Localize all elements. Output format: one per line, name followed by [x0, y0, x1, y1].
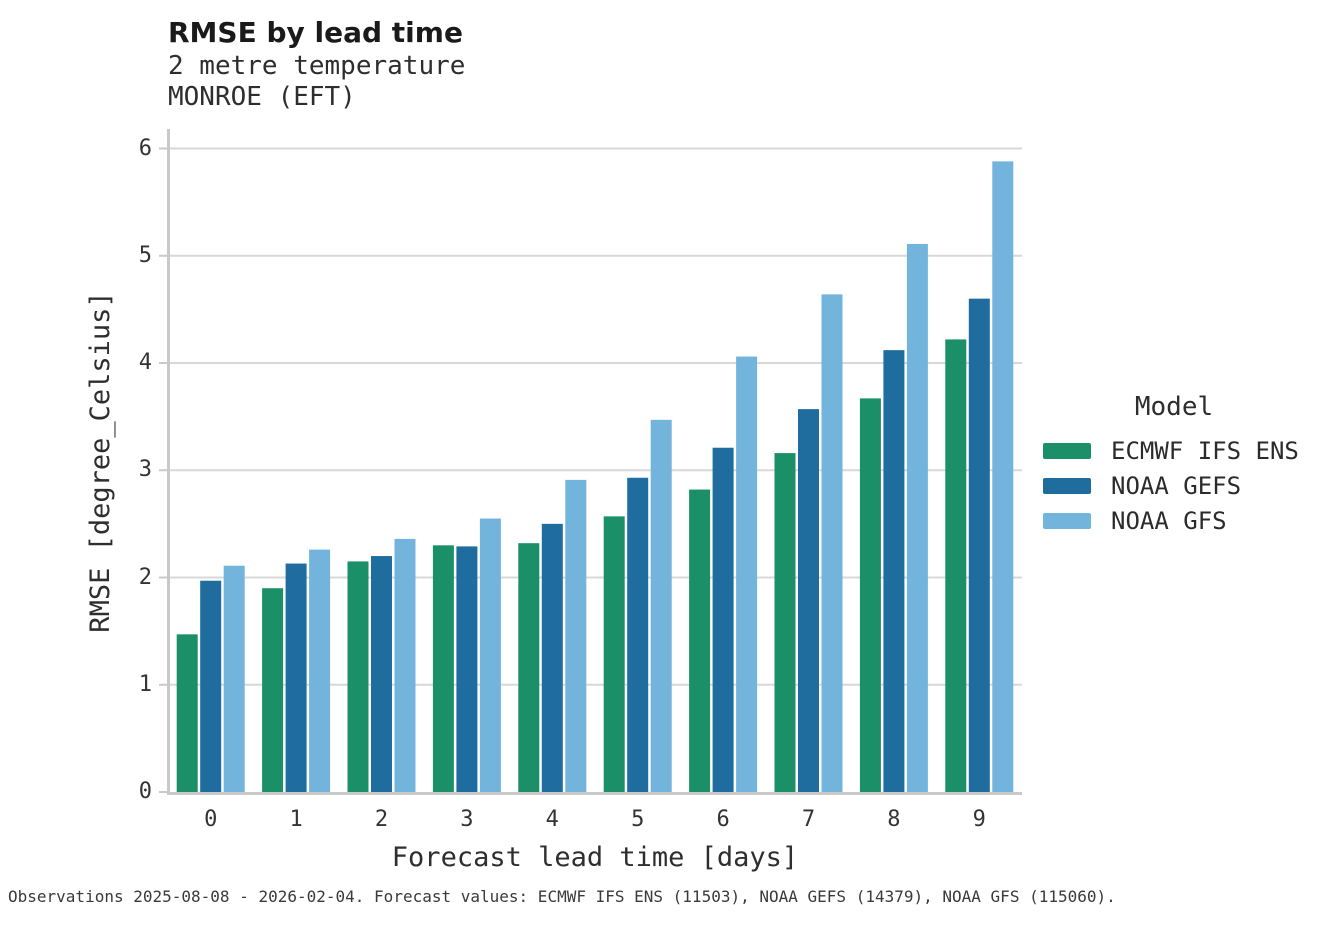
- legend-item-noaa-gfs: NOAA GFS: [1043, 503, 1305, 538]
- chart-station-label: MONROE (EFT): [168, 82, 356, 112]
- bar-ecmwf-ifs-ens-day4: [518, 543, 540, 792]
- bar-noaa-gfs-day8: [906, 243, 928, 792]
- y-tick-label-5: 5: [138, 242, 152, 268]
- x-tick-label-3: 3: [460, 807, 474, 832]
- x-tick-label-9: 9: [972, 807, 986, 832]
- bar-noaa-gfs-day2: [394, 538, 416, 792]
- x-tick-label-8: 8: [887, 807, 901, 832]
- bar-ecmwf-ifs-ens-day8: [859, 398, 881, 792]
- x-tick-label-0: 0: [204, 807, 218, 832]
- bar-noaa-gfs-day1: [309, 549, 331, 792]
- bar-ecmwf-ifs-ens-day5: [603, 516, 625, 792]
- legend-item-noaa-gefs: NOAA GEFS: [1043, 469, 1305, 504]
- bar-ecmwf-ifs-ens-day0: [176, 634, 198, 792]
- x-axis-label: Forecast lead time [days]: [391, 842, 799, 873]
- legend-label-noaa-gfs: NOAA GFS: [1111, 506, 1227, 535]
- bar-noaa-gfs-day4: [565, 479, 587, 792]
- y-tick-label-2: 2: [138, 564, 152, 590]
- x-tick-label-4: 4: [545, 807, 559, 832]
- legend-label-ecmwf-ifs-ens: ECMWF IFS ENS: [1111, 437, 1299, 466]
- x-tick-label-7: 7: [801, 807, 816, 832]
- chart-title: RMSE by lead time: [168, 16, 463, 49]
- bar-noaa-gefs-day9: [968, 298, 990, 792]
- bar-ecmwf-ifs-ens-day3: [432, 545, 454, 792]
- bar-noaa-gefs-day3: [456, 546, 478, 792]
- legend-title: Model: [1134, 392, 1214, 422]
- bar-noaa-gefs-day7: [798, 409, 819, 792]
- x-tick-label-2: 2: [374, 807, 389, 832]
- bar-noaa-gefs-day5: [627, 477, 649, 792]
- legend-items: ECMWF IFS ENS NOAA GEFS NOAA GFS: [1043, 434, 1305, 538]
- legend: Model ECMWF IFS ENS NOAA GEFS NOAA GFS: [1043, 392, 1305, 538]
- y-tick-label-3: 3: [138, 457, 152, 483]
- x-tick-label-6: 6: [716, 807, 730, 832]
- legend-swatch-noaa-gfs: [1043, 512, 1091, 529]
- bar-noaa-gefs-day4: [541, 523, 563, 792]
- bar-ecmwf-ifs-ens-day7: [774, 453, 796, 792]
- bottom-spine: [167, 792, 1022, 795]
- bar-ecmwf-ifs-ens-day1: [262, 588, 284, 792]
- bar-noaa-gefs-day2: [371, 556, 392, 792]
- left-spine: [167, 129, 170, 795]
- bar-noaa-gfs-day3: [479, 518, 501, 792]
- x-tick-label-5: 5: [631, 807, 645, 832]
- footer-caption: Observations 2025-08-08 - 2026-02-04. Fo…: [8, 887, 1116, 906]
- bar-ecmwf-ifs-ens-day9: [945, 339, 967, 792]
- bar-noaa-gfs-day5: [650, 419, 672, 792]
- legend-swatch-noaa-gefs: [1043, 478, 1091, 495]
- x-tick-label-1: 1: [289, 807, 303, 832]
- bar-noaa-gefs-day0: [200, 580, 222, 792]
- bar-noaa-gefs-day6: [712, 447, 734, 792]
- legend-label-noaa-gefs: NOAA GEFS: [1111, 472, 1242, 501]
- y-tick-label-4: 4: [138, 350, 152, 375]
- bar-noaa-gfs-day7: [821, 294, 843, 792]
- bar-noaa-gfs-day6: [736, 356, 758, 792]
- y-tick-label-1: 1: [138, 671, 152, 697]
- y-tick-label-0: 0: [138, 779, 152, 804]
- bar-noaa-gefs-day1: [285, 563, 307, 792]
- legend-item-ecmwf-ifs-ens: ECMWF IFS ENS: [1043, 434, 1305, 469]
- y-tick-label-6: 6: [138, 135, 152, 161]
- legend-swatch-ecmwf-ifs-ens: [1043, 443, 1091, 460]
- bar-ecmwf-ifs-ens-day6: [689, 489, 711, 792]
- bar-noaa-gfs-day0: [223, 565, 245, 792]
- bar-noaa-gfs-day9: [992, 161, 1014, 792]
- chart-subtitle: 2 metre temperature: [168, 51, 466, 81]
- bar-noaa-gefs-day8: [883, 350, 905, 792]
- bar-ecmwf-ifs-ens-day2: [347, 561, 369, 792]
